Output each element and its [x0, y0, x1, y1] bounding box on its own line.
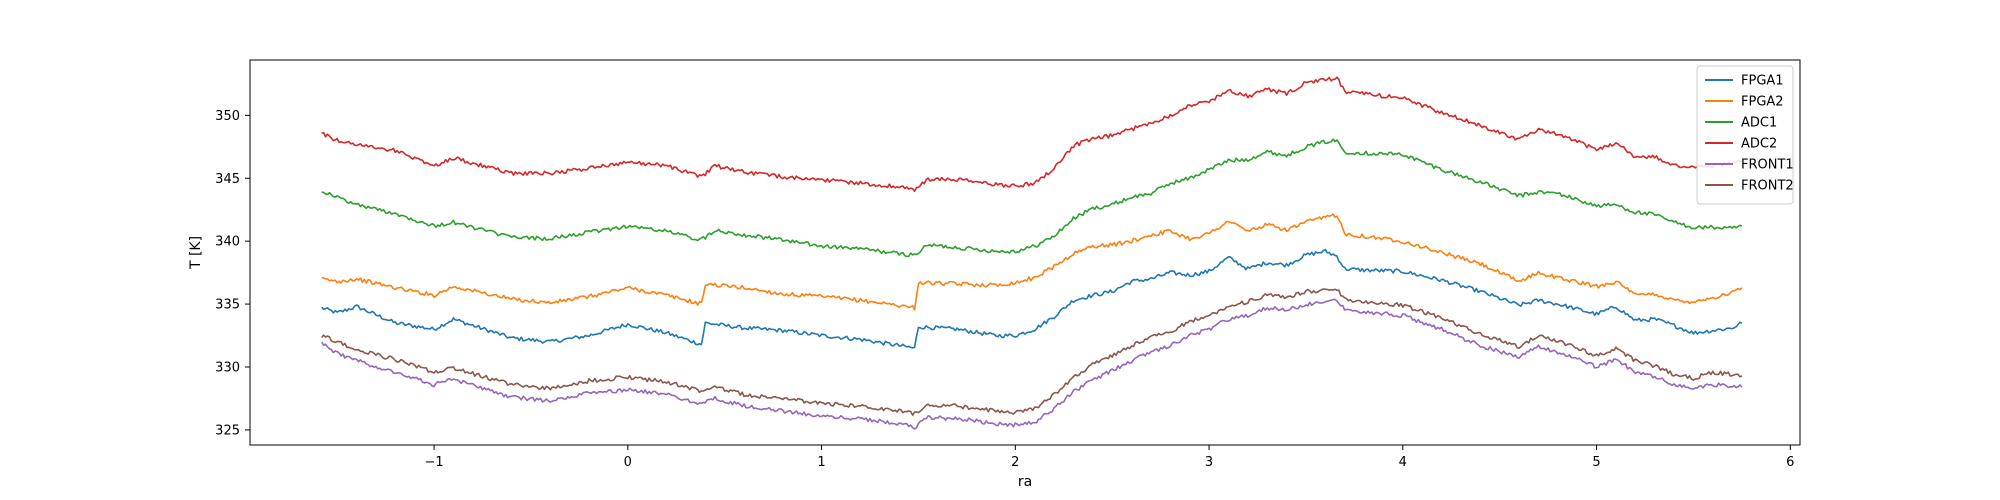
series-line-front1: [321, 298, 1743, 430]
legend-label-adc1: ADC1: [1741, 116, 1777, 131]
plot-frame: [249, 59, 1801, 446]
series-line-adc1: [321, 138, 1743, 258]
y-tick-label: 330: [215, 360, 240, 375]
legend-label-fpga1: FPGA1: [1741, 74, 1784, 89]
x-tick-label: 0: [624, 455, 632, 470]
x-tick-label: 6: [1786, 455, 1794, 470]
y-tick-label: 350: [215, 109, 240, 124]
legend-label-front2: FRONT2: [1741, 179, 1794, 194]
y-axis-label: T [K]: [188, 236, 204, 270]
x-axis: −1 0 1 2 3 4 5 6: [424, 445, 1794, 470]
series-line-fpga2: [321, 213, 1743, 311]
y-tick-label: 345: [215, 172, 240, 187]
x-tick-label: 4: [1399, 455, 1407, 470]
x-tick-label: 1: [817, 455, 825, 470]
x-tick-label: 5: [1592, 455, 1600, 470]
x-axis-label: ra: [1018, 474, 1032, 490]
series-line-adc2: [321, 76, 1743, 193]
y-axis: 325 330 335 340 345 350: [215, 109, 250, 438]
legend-label-fpga2: FPGA2: [1741, 95, 1784, 110]
y-tick-label: 325: [215, 423, 240, 438]
x-tick-label: 3: [1205, 455, 1213, 470]
legend-label-front1: FRONT1: [1741, 158, 1794, 173]
legend: FPGA1 FPGA2 ADC1 ADC2 FRONT1 FRONT2: [1696, 65, 1794, 205]
x-tick-label: −1: [424, 455, 443, 470]
x-tick-label: 2: [1011, 455, 1019, 470]
y-tick-label: 335: [215, 298, 240, 313]
legend-label-adc2: ADC2: [1741, 137, 1777, 152]
y-tick-label: 340: [215, 235, 240, 250]
series-line-fpga1: [321, 248, 1743, 349]
series-lines: [321, 76, 1743, 430]
series-line-front2: [321, 288, 1743, 416]
